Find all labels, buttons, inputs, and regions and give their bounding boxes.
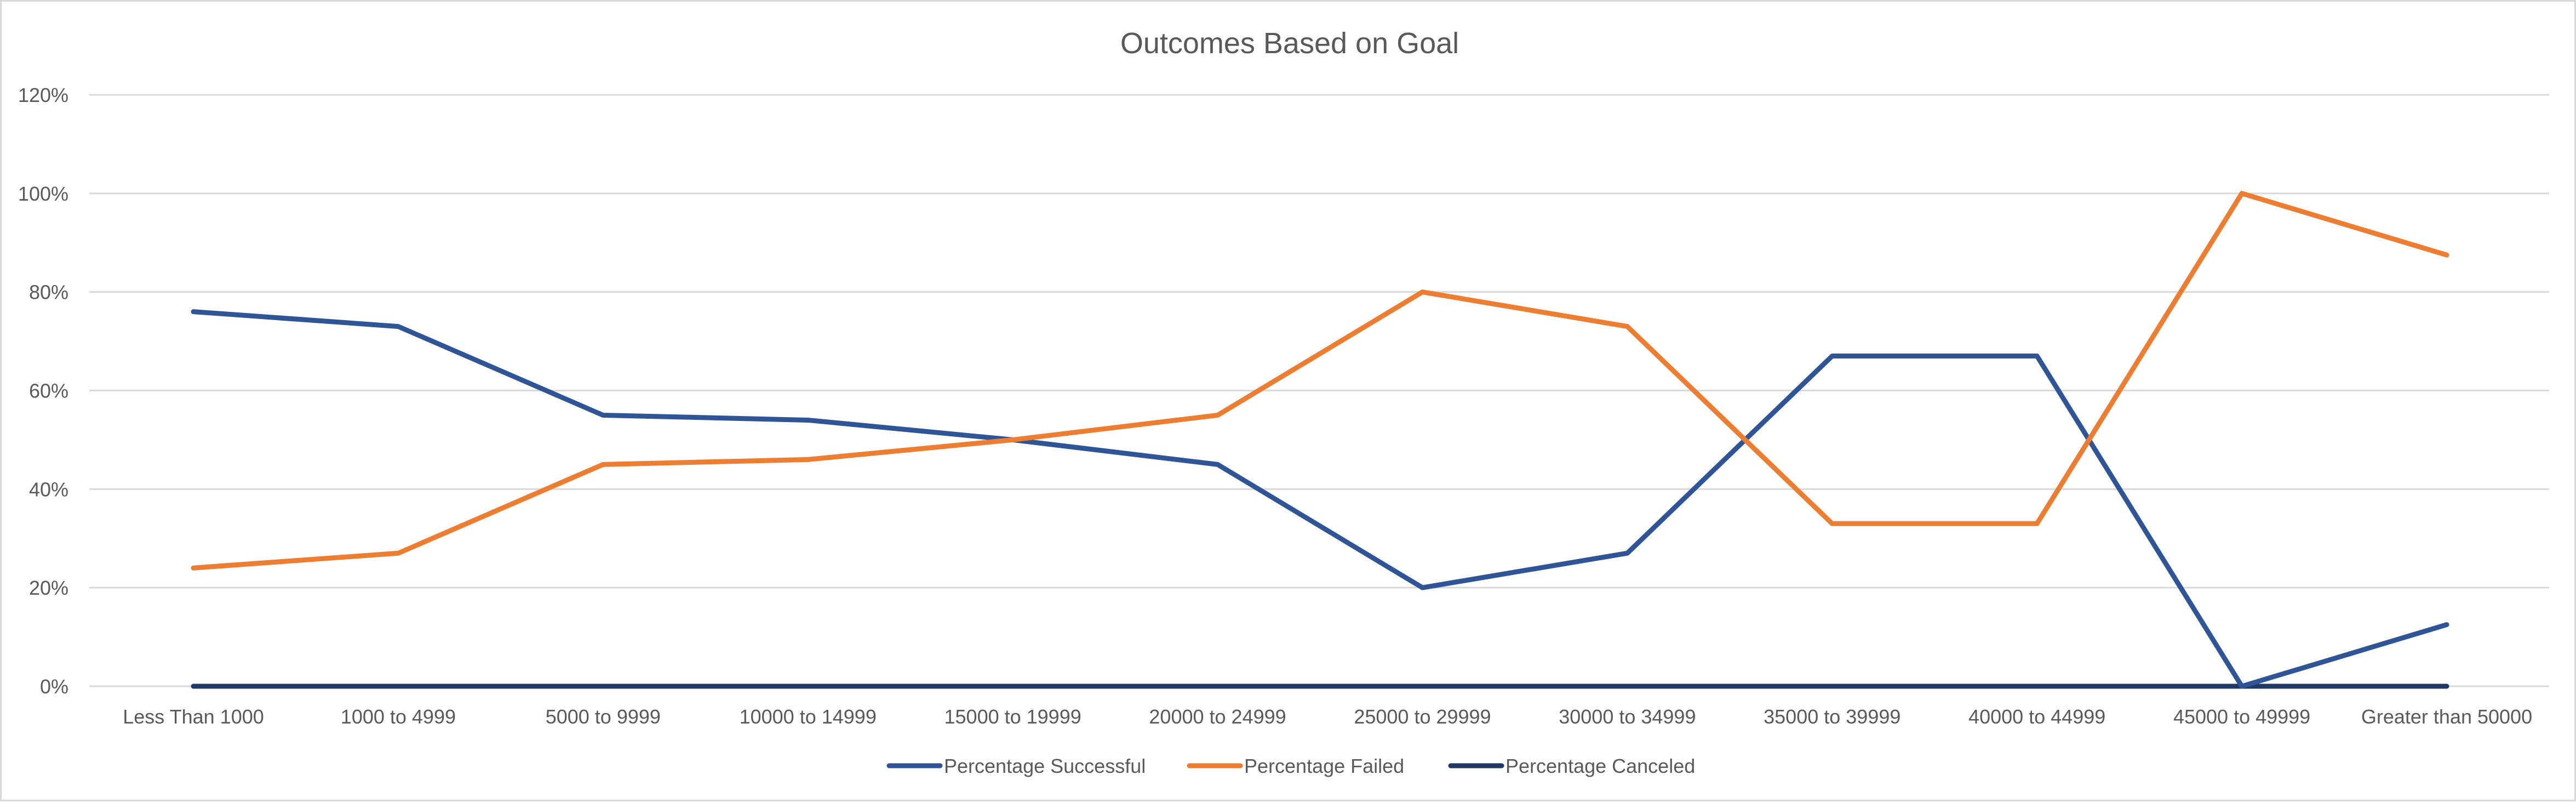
legend-label: Percentage Failed [1244, 755, 1404, 777]
series-line-percentage-failed [191, 191, 2449, 571]
x-tick-label: 10000 to 14999 [740, 705, 877, 728]
y-tick-label: 60% [29, 380, 68, 402]
series-line-percentage-successful [191, 309, 2449, 689]
y-tick-label: 0% [40, 675, 68, 698]
x-tick-label: Less Than 1000 [123, 705, 264, 728]
legend-label: Percentage Canceled [1505, 755, 1695, 777]
x-tick-label: 40000 to 44999 [1968, 705, 2105, 728]
y-tick-label: 120% [18, 84, 68, 106]
x-tick-label: 1000 to 4999 [341, 705, 456, 728]
y-tick-label: 80% [29, 281, 68, 304]
y-tick-label: 40% [29, 478, 68, 500]
x-tick-label: Greater than 50000 [2361, 705, 2532, 728]
x-tick-label: 15000 to 19999 [944, 705, 1081, 728]
legend-item: Percentage Successful [886, 755, 1146, 777]
y-axis-tick-labels: 0% 20% 40% 60% 80% 100% 120% [18, 84, 68, 698]
x-tick-label: 30000 to 34999 [1559, 705, 1696, 728]
gridlines [89, 94, 2549, 687]
x-tick-label: 45000 to 49999 [2173, 705, 2310, 728]
legend-item: Percentage Canceled [1448, 755, 1695, 777]
x-axis-tick-labels: Less Than 1000 1000 to 4999 5000 to 9999 10… [123, 705, 2532, 728]
x-tick-label: 20000 to 24999 [1149, 705, 1286, 728]
x-tick-label: 25000 to 29999 [1354, 705, 1491, 728]
legend: Percentage Successful Percentage Failed Pe… [886, 755, 1695, 777]
x-tick-label: 35000 to 39999 [1764, 705, 1900, 728]
series-lines [191, 191, 2449, 689]
y-tick-label: 20% [29, 577, 68, 599]
y-tick-label: 100% [18, 183, 68, 205]
legend-label: Percentage Successful [944, 755, 1146, 777]
chart-title: Outcomes Based on Goal [1120, 27, 1459, 60]
legend-item: Percentage Failed [1187, 755, 1404, 777]
x-tick-label: 5000 to 9999 [546, 705, 661, 728]
